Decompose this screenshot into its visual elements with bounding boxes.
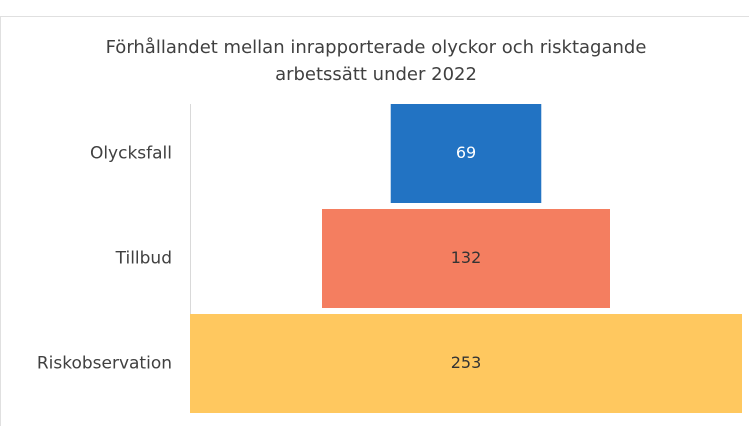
category-label: Tillbud xyxy=(115,249,172,269)
data-label: 253 xyxy=(451,353,482,372)
chart-title: arbetssätt under 2022 xyxy=(275,64,477,85)
data-label: 132 xyxy=(451,248,482,267)
funnel-bar xyxy=(390,104,542,203)
funnel-bar xyxy=(190,314,742,413)
chart-title: Förhållandet mellan inrapporterade olyck… xyxy=(106,37,647,58)
funnel-bar xyxy=(322,209,610,308)
chart-border xyxy=(0,16,749,426)
category-label: Riskobservation xyxy=(37,354,172,374)
category-label: Olycksfall xyxy=(90,144,172,164)
data-label: 69 xyxy=(456,143,476,162)
